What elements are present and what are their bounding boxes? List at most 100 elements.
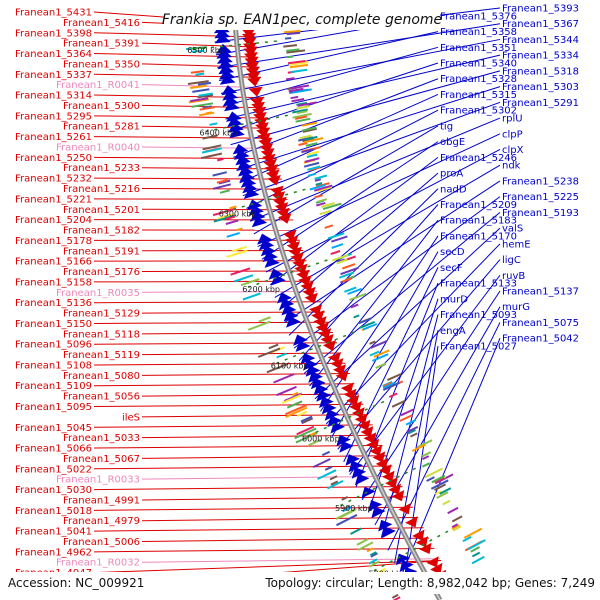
cog-feature-bar: [350, 303, 359, 309]
right-gene-label: nadD: [440, 184, 467, 195]
cog-feature-bar: [202, 105, 213, 109]
cog-feature-bar: [242, 292, 261, 301]
cog-feature-bar: [303, 161, 320, 168]
left-gene-label: Franean1_5080: [63, 371, 140, 382]
forward-gene-arrow: [412, 529, 425, 541]
reverse-gene-arrow: [224, 100, 240, 112]
cog-feature-bar: [436, 491, 449, 499]
left-gene-label: Franean1_R0040: [56, 142, 140, 153]
cog-feature-bar: [336, 258, 348, 265]
cog-feature-bar: [284, 29, 301, 34]
left-gene-label: Franean1_5178: [15, 236, 92, 247]
cog-feature-bar: [198, 92, 213, 97]
right-label-leader: [274, 164, 501, 298]
right-gene-label: Franean1_5093: [440, 310, 517, 321]
right-label-leader: [380, 314, 439, 538]
cog-feature-bar: [341, 496, 349, 501]
cog-feature-bar: [305, 142, 318, 147]
left-gene-label: Franean1_5261: [15, 132, 92, 143]
left-gene-label: Franean1_5096: [15, 340, 92, 351]
right-gene-label: Franean1_5133: [440, 279, 517, 290]
right-label-leader: [246, 109, 439, 209]
reverse-gene-arrow: [368, 500, 383, 512]
left-gene-label: Franean1_5398: [15, 28, 92, 39]
cog-feature-bar: [359, 320, 376, 329]
cog-feature-bar: [209, 122, 218, 126]
kbp-tick-label: 6000 kbp: [302, 435, 340, 444]
cog-feature-bar: [197, 81, 212, 86]
cog-feature-bar: [434, 490, 442, 495]
right-gene-label: clpP: [502, 129, 523, 140]
right-gene-label: Franean1_5302: [440, 106, 517, 117]
left-label-leader: [93, 198, 288, 200]
cog-feature-bar: [316, 201, 326, 207]
cog-feature-bar: [370, 552, 378, 558]
right-gene-label: ndk: [502, 161, 521, 172]
forward-gene-arrow: [333, 364, 346, 376]
left-gene-label: ileS: [122, 412, 140, 423]
cog-feature-bar: [189, 84, 207, 89]
right-gene-label: Franean1_5170: [440, 231, 517, 242]
left-label-leader: [93, 403, 364, 408]
left-gene-label: Franean1_4962: [15, 547, 92, 558]
cog-feature-bar: [301, 148, 314, 154]
forward-gene-arrow: [278, 213, 292, 224]
title-background: [164, 8, 440, 30]
right-gene-label: Franean1_5393: [502, 4, 579, 15]
forward-gene-arrow: [315, 322, 329, 333]
reverse-gene-arrow: [324, 409, 340, 421]
forward-gene-arrow: [242, 37, 257, 48]
right-label-leader: [236, 86, 501, 171]
forward-gene-arrow: [330, 358, 344, 370]
cog-feature-bar: [314, 194, 323, 199]
cog-feature-bar: [366, 547, 374, 553]
left-label-leader: [141, 332, 333, 335]
right-gene-label: Franean1_5027: [440, 342, 517, 353]
reverse-gene-arrow: [313, 384, 329, 396]
forward-gene-arrow: [388, 483, 401, 495]
cog-feature-bar: [200, 152, 223, 160]
cog-feature-bar: [268, 343, 279, 350]
cog-feature-bar: [307, 172, 317, 177]
cog-feature-bar: [292, 88, 312, 94]
forward-gene-arrow: [259, 143, 274, 154]
right-gene-label: Franean1_5183: [440, 216, 517, 227]
forward-gene-arrow: [343, 388, 357, 400]
cog-feature-bar: [297, 101, 317, 107]
cog-feature-bar: [391, 399, 406, 408]
map-title: Frankia sp. EAN1pec, complete genome: [162, 12, 442, 28]
cog-feature-bar: [306, 150, 320, 156]
cog-feature-bar: [225, 215, 236, 221]
left-gene-label: Franean1_R0033: [56, 475, 140, 486]
forward-gene-arrow: [363, 432, 377, 444]
cog-feature-bar: [286, 49, 306, 54]
right-gene-label: Franean1_5209: [440, 200, 517, 211]
cog-feature-bar: [353, 314, 360, 319]
cog-feature-bar: [319, 209, 332, 216]
cog-feature-bar: [421, 462, 431, 468]
forward-gene-arrow: [385, 477, 398, 489]
forward-gene-arrow: [323, 340, 336, 351]
cog-feature-bar: [342, 277, 352, 283]
cog-feature-bar: [240, 278, 260, 287]
cog-feature-bar: [205, 111, 213, 115]
left-gene-label: Franean1_R0041: [56, 80, 140, 91]
cog-feature-bar: [300, 415, 313, 423]
forward-gene-arrow: [354, 413, 368, 425]
reverse-gene-arrow: [239, 171, 255, 183]
cog-feature-bar: [322, 202, 342, 211]
cog-feature-bar: [294, 115, 308, 120]
left-gene-label: Franean1_5109: [15, 381, 92, 392]
reverse-gene-arrow: [216, 54, 233, 64]
cog-feature-bar: [290, 68, 308, 74]
cog-feature-bar: [372, 353, 389, 362]
reverse-gene-arrow: [279, 298, 295, 310]
reverse-gene-arrow: [228, 122, 244, 133]
forward-gene-arrow: [349, 401, 362, 413]
forward-gene-arrow: [398, 503, 411, 515]
right-label-leader: [249, 117, 501, 222]
cog-feature-bar: [370, 340, 388, 349]
forward-gene-arrow: [242, 32, 256, 43]
cog-feature-bar: [343, 505, 351, 510]
right-gene-label: Franean1_5367: [502, 19, 579, 30]
